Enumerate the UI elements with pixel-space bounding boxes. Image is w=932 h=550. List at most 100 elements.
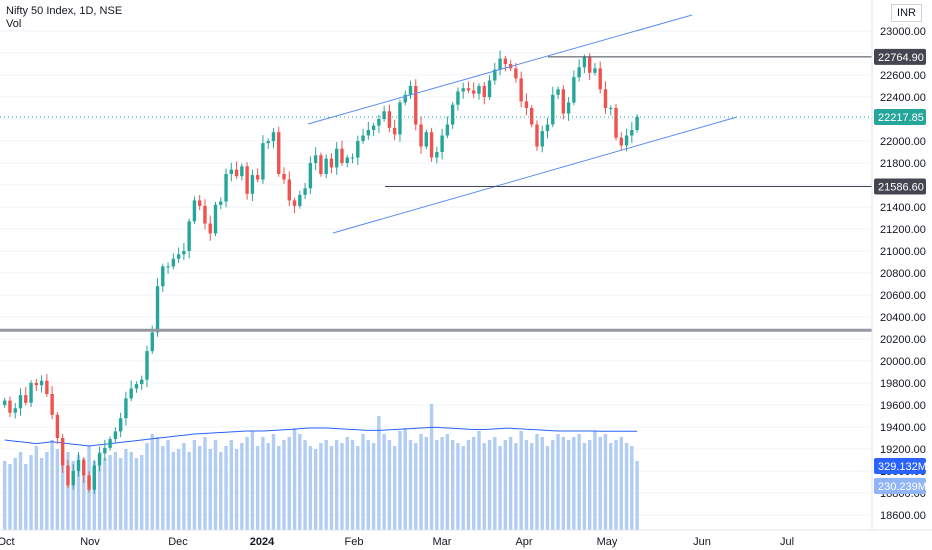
candle-body <box>255 175 260 180</box>
volume-bar <box>377 416 381 530</box>
candle-body <box>445 124 450 136</box>
volume-bar <box>313 449 318 530</box>
volume-bar <box>234 449 239 530</box>
candle-body <box>287 179 291 201</box>
candle-body <box>155 286 160 333</box>
time-tick-label: May <box>597 536 618 548</box>
volume-bar <box>609 443 613 530</box>
time-tick-label: Feb <box>345 536 364 548</box>
volume-bar <box>598 437 602 530</box>
volume-bar <box>134 458 139 530</box>
channel-upper-line <box>307 14 693 125</box>
price-tick-label: 19400.00 <box>880 422 926 434</box>
candle-body <box>424 132 428 147</box>
candle-body <box>8 400 12 413</box>
price-tick-label: 23000.00 <box>880 26 926 38</box>
price-tick-label: 21400.00 <box>880 202 926 214</box>
candle-body <box>134 384 139 389</box>
volume-bar <box>229 440 234 530</box>
volume-bar <box>255 446 260 530</box>
volume-bar <box>414 443 418 530</box>
candle-body <box>171 258 176 267</box>
volume-bar <box>324 440 328 530</box>
volume-bar <box>350 440 355 530</box>
candle-body <box>435 152 439 158</box>
currency-badge[interactable]: INR <box>891 4 922 22</box>
candle-body <box>598 68 602 90</box>
volume-bar <box>472 437 476 530</box>
candle-body <box>298 194 302 206</box>
resistance-tag-label: 22764.90 <box>878 52 924 64</box>
volume-bar <box>224 446 228 530</box>
time-tick-label: Apr <box>515 536 532 548</box>
volume-bar <box>366 440 371 530</box>
volume-bar <box>577 434 581 530</box>
candle-body <box>614 108 618 138</box>
volume-bar <box>345 437 349 530</box>
price-tick-label: 21200.00 <box>880 224 926 236</box>
candle-body <box>303 188 307 195</box>
candle-body <box>493 69 497 81</box>
candle-body <box>292 200 297 206</box>
volume-bar <box>561 437 566 530</box>
candle-body <box>224 174 228 202</box>
candle-body <box>566 102 571 114</box>
volume-bar <box>356 446 360 530</box>
volume-bar <box>271 434 276 530</box>
volume-bar <box>498 446 502 530</box>
volume-bar <box>403 428 407 530</box>
candle-body <box>266 141 270 144</box>
volume-bar <box>514 443 518 530</box>
volume-bar <box>277 446 281 530</box>
volume-bar <box>292 428 297 530</box>
candle-body <box>350 157 355 159</box>
support-tag <box>874 178 926 195</box>
time-tick-label: 2024 <box>250 536 275 548</box>
volume-bar <box>429 404 434 530</box>
volume-bar <box>530 443 534 530</box>
volume-bar <box>424 437 428 530</box>
volume-bar <box>535 434 539 530</box>
candle-body <box>477 86 481 94</box>
volume-bar <box>182 443 186 530</box>
price-tick-label: 20200.00 <box>880 334 926 346</box>
volume-bar <box>245 437 249 530</box>
candle-body <box>324 158 328 174</box>
volume-bar <box>603 434 608 530</box>
candle-body <box>387 111 392 128</box>
time-tick-label: Dec <box>168 536 188 548</box>
volume-bar <box>71 461 75 530</box>
candle-body <box>92 465 96 490</box>
volume-bar <box>340 443 344 530</box>
time-tick-label: Jul <box>780 536 794 548</box>
candle-body <box>635 116 639 130</box>
price-tick-label: 20600.00 <box>880 290 926 302</box>
candle-body <box>377 119 381 126</box>
candle-body <box>482 86 486 97</box>
volume-bar <box>92 461 96 530</box>
candle-body <box>609 108 613 109</box>
price-tick-label: 18600.00 <box>880 510 926 522</box>
candle-body <box>129 388 133 399</box>
candle-body <box>440 135 444 152</box>
volume-bar <box>60 458 65 530</box>
volume-bar <box>50 440 54 530</box>
volume-bar <box>192 440 197 530</box>
candle-body <box>161 266 165 287</box>
candle-body <box>577 67 581 78</box>
candle-body <box>466 88 471 91</box>
price-tick-label: 21800.00 <box>880 158 926 170</box>
candle-body <box>55 414 60 438</box>
volume-bar <box>572 437 576 530</box>
volume-bar <box>435 440 439 530</box>
candle-body <box>213 204 218 234</box>
price-tick-label: 22400.00 <box>880 92 926 104</box>
candle-body <box>192 200 197 222</box>
volume-tag <box>874 478 926 494</box>
volume-bar <box>3 461 7 530</box>
candle-body <box>166 266 170 268</box>
price-tick-label: 19800.00 <box>880 378 926 390</box>
candle-body <box>356 141 360 158</box>
candle-body <box>366 130 371 136</box>
